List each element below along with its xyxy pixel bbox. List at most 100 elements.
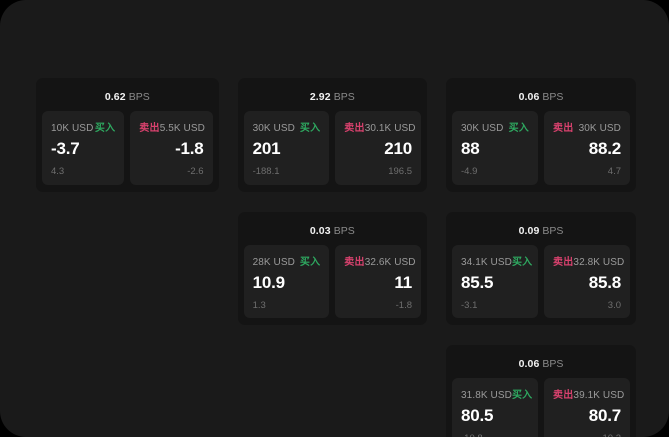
sell-panel[interactable]: 卖出 32.8K USD 85.8 3.0 [544, 244, 630, 318]
bps-unit-label: BPS [128, 91, 150, 103]
sell-panel[interactable]: 卖出 30K USD 88.2 4.7 [544, 111, 630, 185]
panel-top-row: 卖出 32.8K USD [553, 253, 625, 268]
bps-value: 0.62 [104, 91, 126, 103]
sell-panel[interactable]: 卖出 32.6K USD 11 -1.8 [335, 244, 421, 318]
sell-action-label[interactable]: 卖出 [344, 123, 365, 134]
quote-card[interactable]: 0.09 BPS 34.1K USD 买入 85.5 -3.1 卖出 32.8K USD 85.… [446, 211, 636, 325]
panel-top-row: 31.8K USD 买入 [461, 386, 533, 401]
panel-top-row: 卖出 32.6K USD [344, 253, 415, 268]
panel-top-row: 卖出 5.5K USD [139, 119, 205, 134]
buy-action-label[interactable]: 买入 [511, 390, 533, 401]
bps-unit-label: BPS [542, 91, 564, 103]
card-body: 34.1K USD 买入 85.5 -3.1 卖出 32.8K USD 85.8 3.0 [452, 244, 630, 318]
card-header: 0.06 BPS [452, 84, 630, 111]
buy-action-label[interactable]: 买入 [94, 123, 116, 134]
sell-action-label[interactable]: 卖出 [553, 123, 574, 134]
sell-delta: 4.7 [607, 166, 621, 177]
sell-delta: -1.8 [395, 299, 412, 311]
bps-unit-label: BPS [542, 224, 564, 237]
card-body: 10K USD 买入 -3.7 4.3 卖出 5.5K USD -1.8 -2.6 [42, 111, 213, 185]
sell-action-label[interactable]: 卖出 [344, 256, 365, 268]
buy-price: 85.5 [461, 272, 494, 292]
buy-quantity-label: 10K USD [51, 123, 94, 134]
buy-panel[interactable]: 34.1K USD 买入 85.5 -3.1 [452, 244, 538, 318]
card-body: 28K USD 买入 10.9 1.3 卖出 32.6K USD 11 -1.8 [243, 244, 421, 318]
buy-delta: -3.1 [461, 299, 478, 311]
bps-unit-label: BPS [333, 224, 355, 237]
card-header: 0.62 BPS [42, 84, 213, 111]
sell-delta: 3.0 [607, 299, 621, 311]
panel-top-row: 卖出 30K USD [553, 119, 621, 134]
buy-panel[interactable]: 30K USD 买入 201 -188.1 [243, 111, 330, 185]
card-header: 0.03 BPS [244, 218, 421, 245]
panel-top-row: 30K USD 买入 [252, 119, 321, 134]
sell-quantity-label: 5.5K USD [159, 123, 205, 134]
quote-column: 2.92 BPS 30K USD 买入 201 -188.1 卖出 30.1K USD 210 1… [237, 78, 427, 325]
buy-quantity-label: 31.8K USD [461, 390, 512, 401]
buy-quantity-label: 28K USD [252, 256, 295, 268]
sell-quantity-label: 30.1K USD [364, 123, 416, 134]
sell-quantity-label: 32.8K USD [573, 256, 625, 268]
buy-quantity-label: 30K USD [461, 123, 504, 134]
sell-delta: 196.5 [388, 166, 412, 177]
card-header: 2.92 BPS [244, 84, 421, 111]
bps-value: 0.06 [518, 91, 540, 103]
panel-top-row: 28K USD 买入 [252, 253, 321, 268]
quote-column: 0.06 BPS 30K USD 买入 88 -4.9 卖出 30K USD 88.2 4.7 0.… [446, 78, 636, 437]
buy-price: -3.7 [51, 139, 80, 158]
sell-quantity-label: 32.6K USD [364, 256, 416, 268]
buy-delta: -188.1 [252, 166, 280, 177]
bps-value: 0.06 [518, 358, 540, 370]
buy-action-label[interactable]: 买入 [299, 256, 321, 268]
buy-price: 201 [252, 139, 281, 158]
sell-action-label[interactable]: 卖出 [139, 123, 160, 134]
quote-card[interactable]: 2.92 BPS 30K USD 买入 201 -188.1 卖出 30.1K USD 210 1… [237, 78, 427, 192]
buy-quantity-label: 34.1K USD [461, 256, 512, 268]
buy-action-label[interactable]: 买入 [299, 123, 321, 134]
buy-panel[interactable]: 28K USD 买入 10.9 1.3 [243, 244, 330, 318]
bps-unit-label: BPS [542, 358, 564, 370]
panel-top-row: 30K USD 买入 [461, 119, 529, 134]
buy-panel[interactable]: 30K USD 买入 88 -4.9 [452, 111, 538, 185]
sell-price: 85.8 [588, 272, 621, 292]
sell-price: 80.7 [588, 406, 621, 425]
sell-price: 11 [394, 272, 412, 292]
buy-delta: 4.3 [51, 166, 65, 177]
buy-action-label[interactable]: 买入 [508, 123, 529, 134]
buy-price: 10.9 [252, 272, 285, 292]
buy-delta: -10.8 [461, 434, 529, 437]
quote-column: 0.62 BPS 10K USD 买入 -3.7 4.3 卖出 5.5K USD -1.8 -2.… [36, 78, 219, 192]
card-header: 0.09 BPS [452, 218, 630, 245]
buy-quantity-label: 30K USD [252, 123, 295, 134]
quote-card[interactable]: 0.03 BPS 28K USD 买入 10.9 1.3 卖出 32.6K USD 11 -1.8 [237, 211, 427, 325]
quote-card[interactable]: 0.62 BPS 10K USD 买入 -3.7 4.3 卖出 5.5K USD -1.8 -2.… [36, 78, 219, 192]
sell-panel[interactable]: 卖出 30.1K USD 210 196.5 [335, 111, 421, 185]
sell-delta: -2.6 [187, 166, 204, 177]
sell-price: 88.2 [588, 139, 621, 158]
quote-card[interactable]: 0.06 BPS 30K USD 买入 88 -4.9 卖出 30K USD 88.2 4.7 [446, 78, 636, 192]
panel-top-row: 卖出 30.1K USD [344, 119, 415, 134]
panel-top-row: 10K USD 买入 [51, 119, 116, 134]
sell-panel[interactable]: 卖出 5.5K USD -1.8 -2.6 [130, 111, 213, 185]
buy-panel[interactable]: 10K USD 买入 -3.7 4.3 [42, 111, 125, 185]
card-body: 30K USD 买入 88 -4.9 卖出 30K USD 88.2 4.7 [452, 111, 630, 185]
sell-action-label[interactable]: 卖出 [553, 390, 574, 401]
buy-price: 88 [461, 139, 480, 158]
quote-board: 0.62 BPS 10K USD 买入 -3.7 4.3 卖出 5.5K USD -1.8 -2.… [36, 78, 636, 437]
sell-action-label[interactable]: 卖出 [553, 256, 574, 268]
buy-price: 80.5 [461, 406, 494, 425]
sell-delta: 10.2 [553, 434, 622, 437]
buy-action-label[interactable]: 买入 [511, 256, 533, 268]
panel-top-row: 卖出 39.1K USD [553, 386, 625, 401]
buy-delta: -4.9 [461, 166, 478, 177]
card-body: 30K USD 买入 201 -188.1 卖出 30.1K USD 210 196.5 [243, 111, 421, 185]
buy-delta: 1.3 [252, 299, 266, 311]
bps-value: 0.09 [518, 224, 540, 237]
sell-quantity-label: 39.1K USD [573, 390, 625, 401]
bps-value: 0.03 [309, 224, 331, 237]
